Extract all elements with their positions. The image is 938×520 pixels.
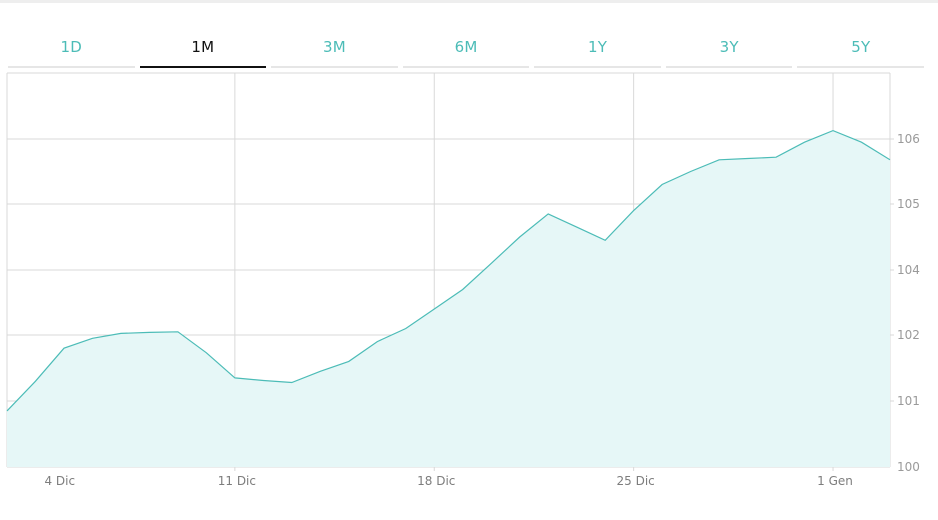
tab-1y[interactable]: 1Y: [534, 28, 661, 68]
x-tick-label: 11 Dic: [218, 474, 256, 488]
price-line: [6, 129, 891, 412]
tab-1d[interactable]: 1D: [8, 28, 135, 68]
y-tick-label: 101: [897, 394, 920, 408]
tab-3m[interactable]: 3M: [271, 28, 398, 68]
tab-1m[interactable]: 1M: [139, 28, 267, 68]
x-tick-label: 18 Dic: [417, 474, 455, 488]
y-tick-label: 104: [897, 263, 920, 277]
x-tick-label: 1 Gen: [817, 474, 853, 488]
x-tick-label: 4 Dic: [44, 474, 75, 488]
y-axis: 100 101 102 104 105 106: [897, 132, 920, 474]
y-tick-label: 105: [897, 197, 920, 211]
x-tick-label: 25 Dic: [617, 474, 655, 488]
y-tick-label: 102: [897, 328, 920, 342]
period-tabs: 1D 1M 3M 6M 1Y 3Y 5Y: [8, 28, 925, 68]
y-tick-label: 100: [897, 460, 920, 474]
tab-5y[interactable]: 5Y: [797, 28, 925, 68]
top-border: [0, 0, 938, 3]
y-tick-label: 106: [897, 132, 920, 146]
tab-3y[interactable]: 3Y: [665, 28, 793, 68]
tab-6m[interactable]: 6M: [402, 28, 530, 68]
price-chart: 4 Dic 11 Dic 18 Dic 25 Dic 1 Gen 100 101…: [6, 72, 920, 488]
x-axis: 4 Dic 11 Dic 18 Dic 25 Dic 1 Gen: [44, 474, 852, 488]
price-area: [7, 130, 890, 467]
